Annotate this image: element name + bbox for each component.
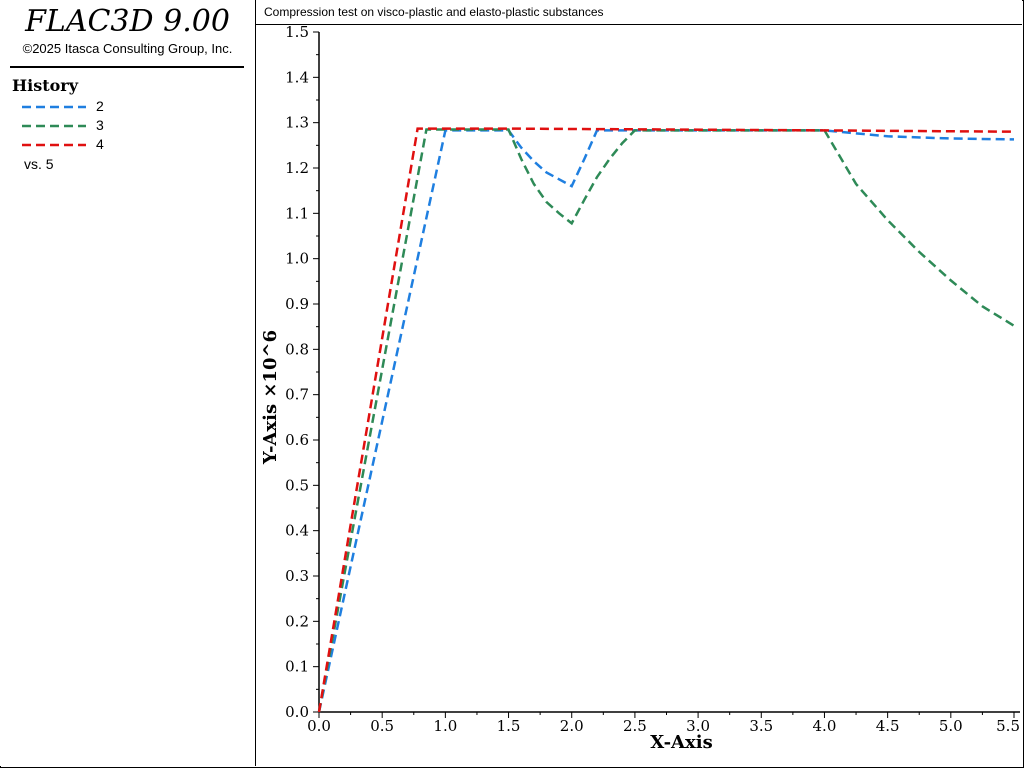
x-tick-label: 5.0 bbox=[939, 717, 963, 735]
legend-item-4: 4 bbox=[22, 136, 222, 154]
x-tick-label: 1.5 bbox=[497, 717, 521, 735]
y-axis-title: Y-Axis ×10^6 bbox=[260, 330, 281, 465]
copyright-notice: ©2025 Itasca Consulting Group, Inc. bbox=[22, 41, 233, 56]
x-tick-label: 3.5 bbox=[749, 717, 773, 735]
plot-title-bar: Compression test on visco-plastic and el… bbox=[256, 0, 1022, 25]
x-tick-label: 4.0 bbox=[813, 717, 837, 735]
legend-vs-label: vs. 5 bbox=[24, 156, 54, 172]
x-tick-label: 3.0 bbox=[686, 717, 710, 735]
y-tick-label: 0.4 bbox=[285, 522, 309, 540]
y-tick-label: 0.9 bbox=[285, 295, 309, 313]
y-tick-label: 0.3 bbox=[285, 567, 309, 585]
chart-series bbox=[317, 127, 1015, 713]
y-tick-label: 1.4 bbox=[285, 68, 309, 86]
legend-heading: History bbox=[12, 76, 78, 95]
y-tick-label: 0.5 bbox=[285, 476, 309, 494]
legend-swatch-3 bbox=[22, 124, 86, 128]
legend-divider bbox=[10, 66, 244, 68]
x-tick-label: 1.0 bbox=[433, 717, 457, 735]
series-line-3 bbox=[317, 128, 1015, 713]
y-tick-label: 1.2 bbox=[285, 159, 309, 177]
y-tick-label: 1.3 bbox=[285, 114, 309, 132]
x-tick-label: 2.5 bbox=[623, 717, 647, 735]
x-tick-label: 2.0 bbox=[560, 717, 584, 735]
y-tick-label: 0.6 bbox=[285, 431, 309, 449]
x-axis-title: X-Axis bbox=[650, 732, 712, 753]
chart-axes: 0.0 0.1 0.2 0.3 0.4 0.5 0.6 0.7 0.8 0.9 1.0 1.1 1.2 1… bbox=[285, 25, 1020, 735]
y-tick-label: 0.7 bbox=[285, 386, 309, 404]
legend-label-4: 4 bbox=[96, 136, 104, 152]
legend-swatch-2 bbox=[22, 105, 86, 109]
y-tick-label: 1.0 bbox=[285, 250, 309, 268]
history-chart: 0.0 0.1 0.2 0.3 0.4 0.5 0.6 0.7 0.8 0.9 1.0 1.1 1.2 1… bbox=[260, 25, 1020, 753]
x-tick-label: 4.5 bbox=[876, 717, 900, 735]
legend-label-3: 3 bbox=[96, 117, 104, 133]
y-tick-label: 0.0 bbox=[285, 703, 309, 721]
x-tick-label: 5.5 bbox=[996, 717, 1020, 735]
x-tick-label: 0.5 bbox=[370, 717, 394, 735]
series-line-4 bbox=[317, 127, 1015, 713]
y-tick-label: 0.1 bbox=[285, 658, 309, 676]
plot-title: Compression test on visco-plastic and el… bbox=[264, 5, 604, 19]
legend-panel: FLAC3D 9.00 ©2025 Itasca Consulting Grou… bbox=[0, 0, 256, 766]
y-tick-label: 0.8 bbox=[285, 340, 309, 358]
y-tick-label: 0.2 bbox=[285, 612, 309, 630]
app-title: FLAC3D 9.00 bbox=[25, 4, 230, 39]
y-tick-label: 1.1 bbox=[285, 204, 309, 222]
legend-item-2: 2 bbox=[22, 98, 222, 116]
legend-label-2: 2 bbox=[96, 98, 104, 114]
y-tick-label: 1.5 bbox=[285, 25, 309, 41]
legend-item-3: 3 bbox=[22, 117, 222, 135]
legend-swatch-4 bbox=[22, 143, 86, 147]
series-line-2 bbox=[317, 129, 1015, 713]
x-tick-label: 0.0 bbox=[307, 717, 331, 735]
